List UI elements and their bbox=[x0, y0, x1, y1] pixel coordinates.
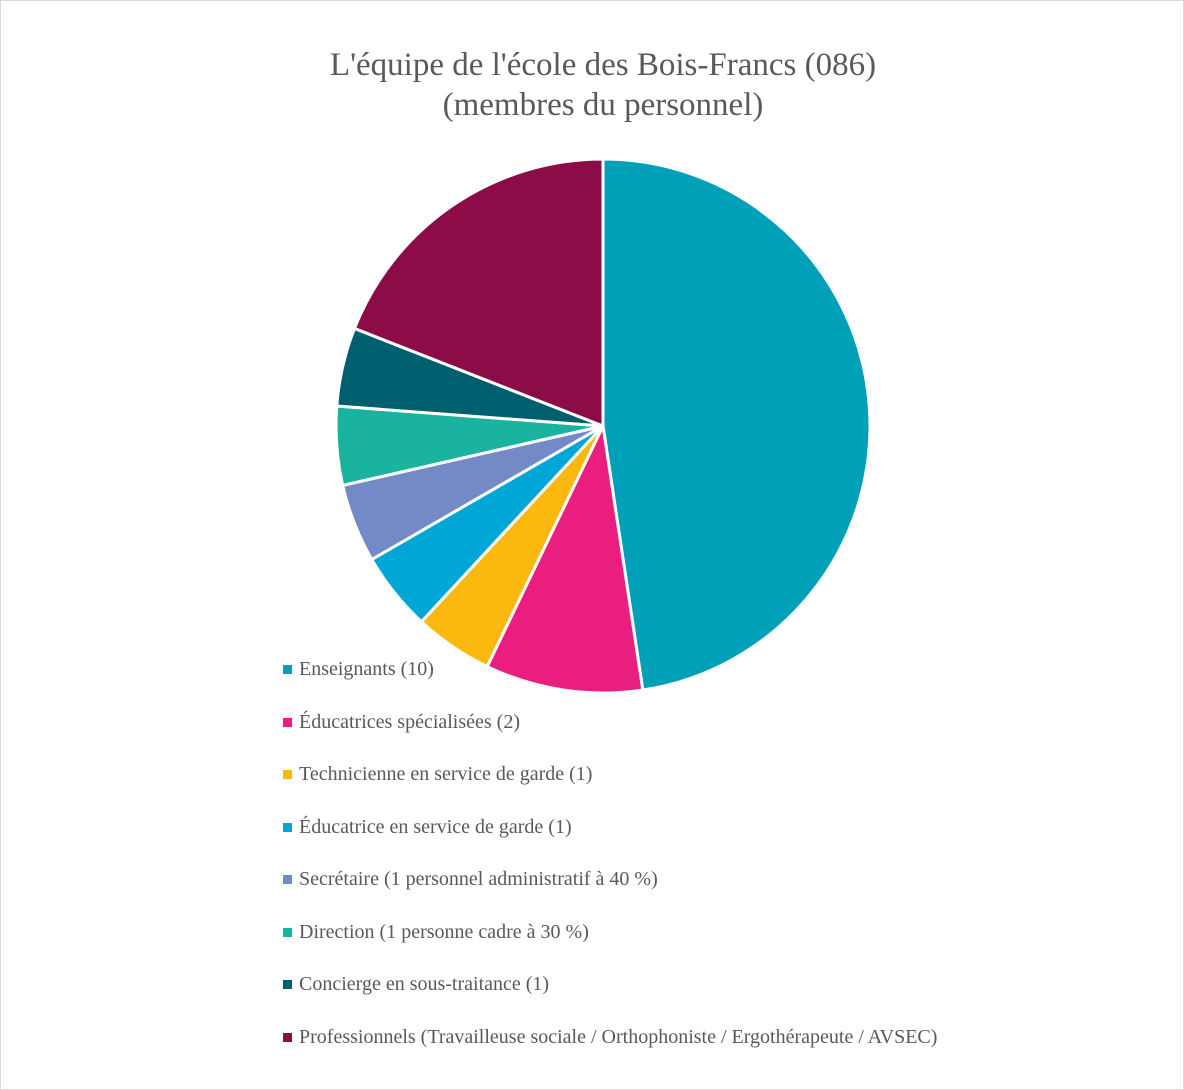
legend: Enseignants (10) Éducatrices spécialisées… bbox=[281, 656, 1061, 1076]
legend-swatch bbox=[283, 717, 292, 727]
legend-item: Secrétaire (1 personnel administratif à … bbox=[281, 866, 1061, 892]
legend-swatch bbox=[283, 822, 292, 832]
pie-slice bbox=[485, 424, 645, 695]
legend-swatch bbox=[283, 980, 292, 989]
legend-item: Professionnels (Travailleuse sociale / O… bbox=[281, 1024, 1061, 1050]
legend-label: Enseignants (10) bbox=[299, 658, 434, 680]
legend-label: Professionnels (Travailleuse sociale / O… bbox=[299, 1025, 938, 1048]
legend-label: Éducatrice en service de garde (1) bbox=[299, 815, 572, 838]
legend-swatch bbox=[283, 665, 292, 674]
legend-label: Direction (1 personne cadre à 30 %) bbox=[299, 920, 589, 943]
legend-item: Direction (1 personne cadre à 30 %) bbox=[281, 919, 1061, 945]
chart-title: (membres du personnel) bbox=[443, 87, 764, 123]
legend-swatch bbox=[283, 1032, 292, 1042]
legend-label: Concierge en sous-traitance (1) bbox=[299, 973, 550, 995]
legend-item: Concierge en sous-traitance (1) bbox=[281, 971, 1061, 997]
legend-label: Secrétaire (1 personnel administratif à … bbox=[299, 868, 658, 890]
legend-item: Éducatrices spécialisées (2) bbox=[281, 709, 1061, 735]
chart-title: L'équipe de l'école des Bois-Francs (086… bbox=[330, 47, 876, 83]
legend-item: Technicienne en service de garde (1) bbox=[281, 761, 1061, 787]
pie-slice bbox=[352, 157, 605, 428]
legend-label: Éducatrices spécialisées (2) bbox=[299, 710, 521, 733]
legend-label: Technicienne en service de garde (1) bbox=[299, 763, 593, 785]
legend-item: Enseignants (10) bbox=[281, 656, 1061, 682]
pie-slice bbox=[601, 157, 872, 692]
legend-swatch bbox=[283, 875, 292, 884]
legend-swatch bbox=[283, 770, 292, 779]
legend-item: Éducatrice en service de garde (1) bbox=[281, 814, 1061, 840]
legend-swatch bbox=[283, 927, 292, 937]
